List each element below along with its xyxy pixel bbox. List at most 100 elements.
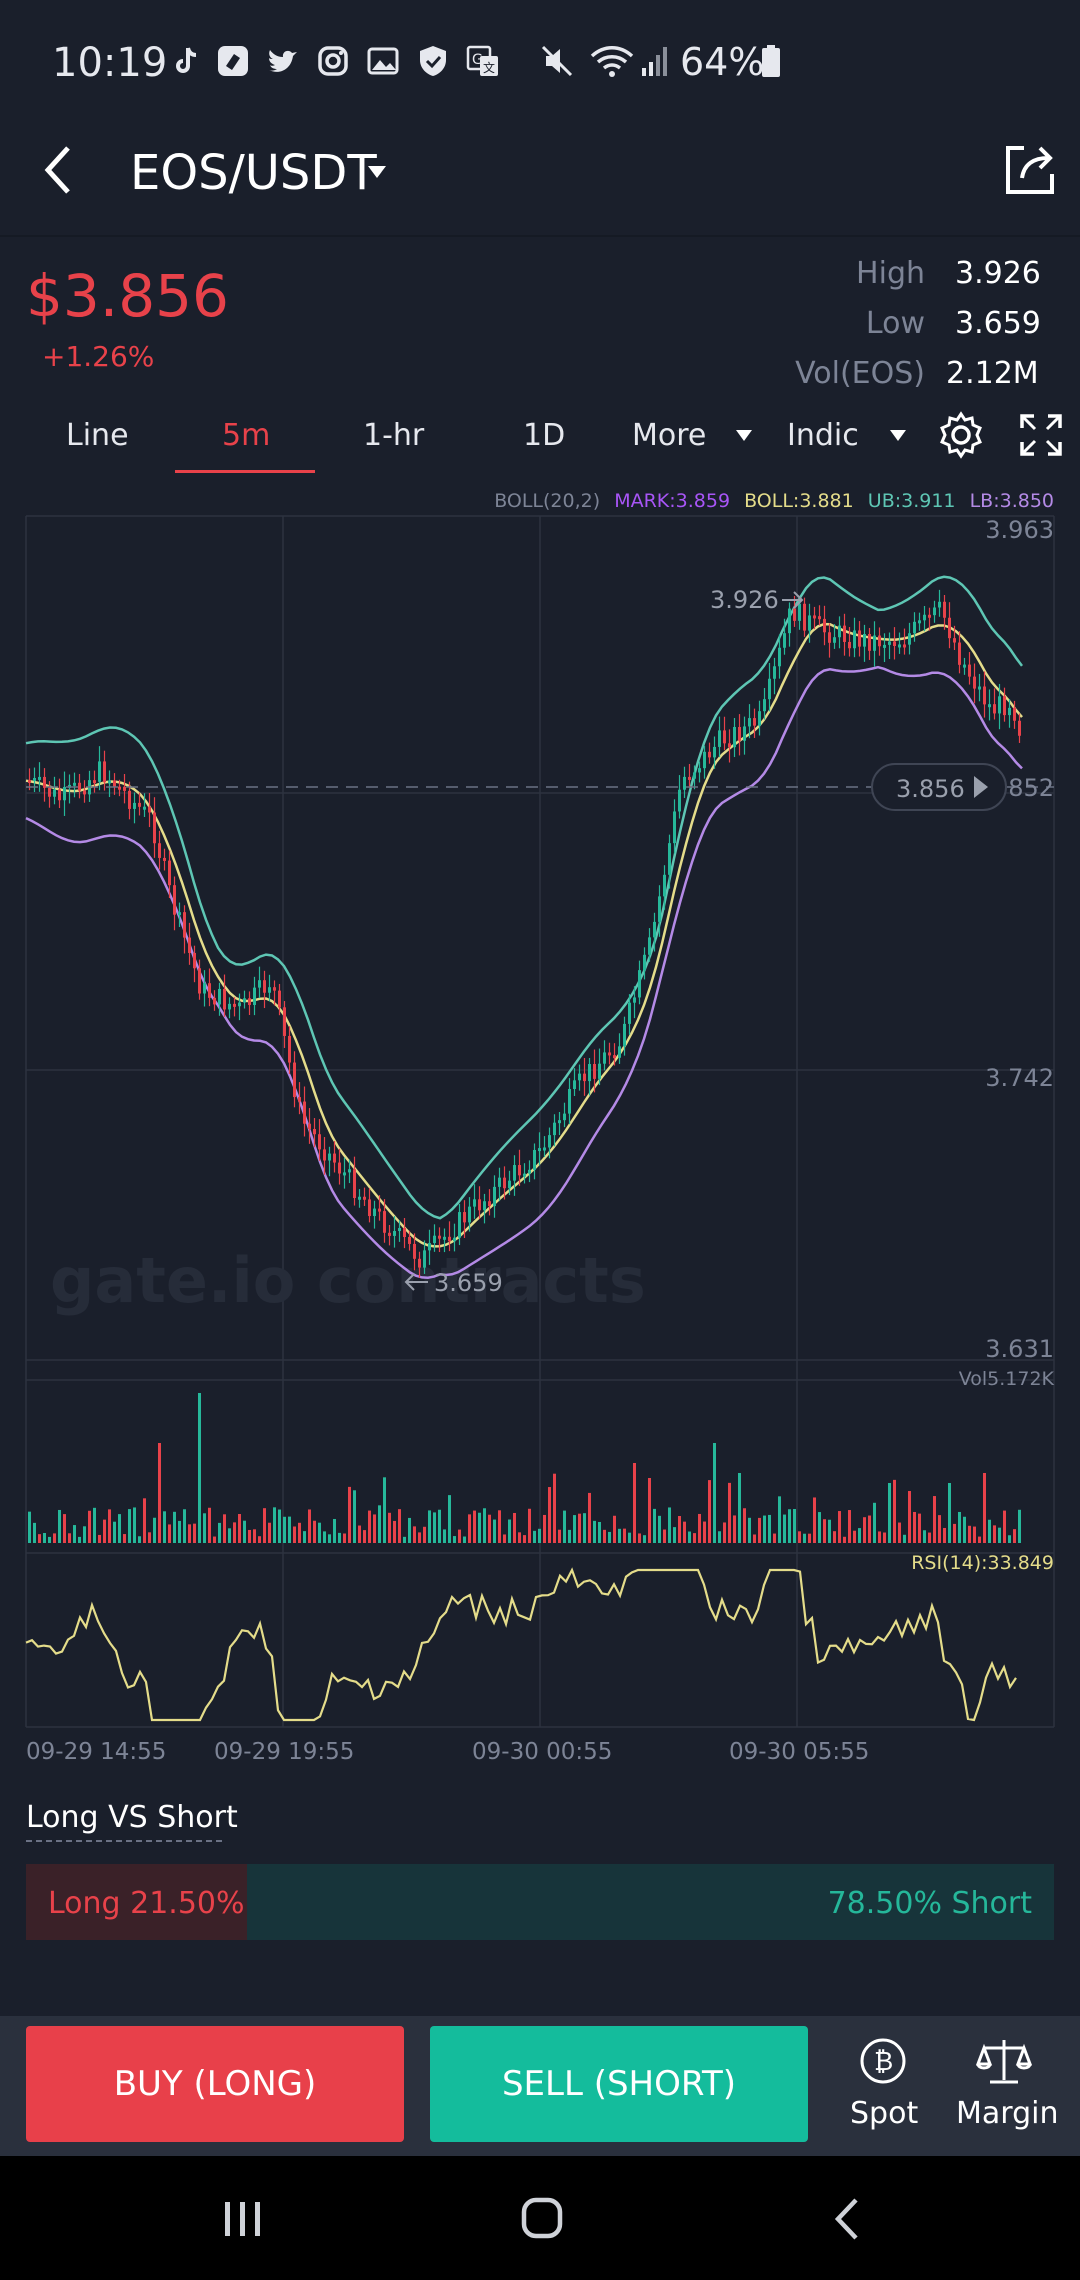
- volume-bar: [478, 1512, 481, 1543]
- gear-icon[interactable]: [936, 410, 986, 460]
- volume-bar: [743, 1508, 746, 1543]
- candle-body: [583, 1073, 586, 1082]
- volume-bar: [513, 1512, 516, 1543]
- candle-body: [258, 980, 261, 988]
- volume-bar: [433, 1512, 436, 1543]
- volume-bar: [103, 1519, 106, 1543]
- volume-bar: [393, 1520, 396, 1543]
- candle-body: [708, 751, 711, 758]
- candle-body: [303, 1101, 306, 1124]
- battery-percent: 64%: [680, 40, 765, 84]
- volume-bar: [533, 1530, 536, 1543]
- balance-scale-icon[interactable]: [976, 2034, 1032, 2088]
- more-dropdown-icon[interactable]: [736, 430, 752, 441]
- candle-body: [293, 1062, 296, 1098]
- candle-body: [518, 1165, 521, 1176]
- candle-body: [133, 802, 136, 809]
- volume-bar: [243, 1520, 246, 1543]
- watermark: gate.io contracts: [50, 1244, 646, 1317]
- back-arrow-icon[interactable]: [38, 140, 78, 200]
- candle-body: [463, 1212, 466, 1223]
- candle-body: [818, 616, 821, 620]
- candle-body: [733, 726, 736, 748]
- volume-bar: [813, 1497, 816, 1543]
- volume-bar: [398, 1509, 401, 1543]
- volume-bar: [363, 1530, 366, 1543]
- volume-bar: [388, 1512, 391, 1543]
- candle-body: [263, 980, 266, 993]
- volume-bar: [53, 1533, 56, 1543]
- tab-more[interactable]: More: [632, 418, 707, 453]
- indic-dropdown-icon[interactable]: [890, 430, 906, 441]
- gallery-icon: [367, 47, 399, 75]
- volume-bar: [873, 1502, 876, 1543]
- candle-body: [638, 970, 641, 998]
- volume-bar: [1018, 1509, 1021, 1543]
- candle-body: [948, 617, 951, 639]
- candle-body: [693, 772, 696, 779]
- candle-body: [273, 987, 276, 991]
- candle-body: [568, 1089, 571, 1114]
- buy-long-button[interactable]: BUY (LONG): [26, 2026, 404, 2142]
- volume-bar: [238, 1513, 241, 1543]
- candle-body: [323, 1149, 326, 1161]
- candle-body: [863, 633, 866, 647]
- tab-5m[interactable]: 5m: [222, 418, 271, 453]
- candle-body: [203, 983, 206, 994]
- pair-selector[interactable]: EOS/USDT: [130, 145, 377, 201]
- candle-body: [413, 1243, 416, 1259]
- volume-bar: [108, 1509, 111, 1543]
- volume-bar: [328, 1534, 331, 1543]
- x-label-2: 09-29 19:55: [214, 1739, 354, 1760]
- tab-1hr[interactable]: 1-hr: [363, 418, 425, 453]
- candle-body: [813, 615, 816, 619]
- volume-bar: [28, 1511, 31, 1543]
- share-icon[interactable]: [1000, 140, 1058, 198]
- y-label-bottom: 3.631: [985, 1335, 1054, 1363]
- candle-body: [448, 1236, 451, 1242]
- margin-button[interactable]: Margin: [956, 2096, 1059, 2131]
- tab-indicators[interactable]: Indic: [787, 418, 859, 453]
- candle-body: [238, 1002, 241, 1007]
- volume-bar: [548, 1487, 551, 1543]
- recent-apps-icon[interactable]: [222, 2200, 264, 2238]
- candle-body: [98, 761, 101, 782]
- candle-body: [128, 790, 131, 809]
- tab-1d[interactable]: 1D: [523, 418, 566, 453]
- spot-button[interactable]: Spot: [850, 2096, 919, 2131]
- candle-body: [188, 937, 191, 953]
- candle-body: [108, 780, 111, 784]
- sell-short-button[interactable]: SELL (SHORT): [430, 2026, 808, 2142]
- long-ratio-fill: [26, 1864, 248, 1940]
- candle-body: [648, 937, 651, 955]
- volume-bar: [888, 1483, 891, 1543]
- home-icon[interactable]: [520, 2196, 564, 2240]
- volume-bar: [313, 1520, 316, 1543]
- volume-bar: [993, 1525, 996, 1543]
- candle-body: [353, 1169, 356, 1199]
- volume-bar: [183, 1509, 186, 1543]
- volume-bar: [913, 1511, 916, 1543]
- bitcoin-icon[interactable]: ₿: [858, 2036, 908, 2086]
- pair-dropdown-icon[interactable]: [368, 166, 386, 178]
- volume-bar: [1013, 1529, 1016, 1543]
- candle-body: [978, 686, 981, 690]
- volume-bar: [958, 1511, 961, 1543]
- volume-bar: [263, 1508, 266, 1543]
- candle-body: [613, 1055, 616, 1059]
- volume-bar: [353, 1490, 356, 1543]
- candle-body: [358, 1196, 361, 1200]
- tab-line[interactable]: Line: [66, 418, 129, 453]
- candle-body: [468, 1206, 471, 1223]
- current-price-pill[interactable]: [871, 763, 1007, 811]
- candle-body: [913, 621, 916, 634]
- long-vs-short-title[interactable]: Long VS Short: [26, 1800, 238, 1835]
- back-nav-icon[interactable]: [828, 2196, 868, 2242]
- volume-bar: [333, 1518, 336, 1543]
- fullscreen-icon[interactable]: [1018, 412, 1064, 458]
- candle-body: [548, 1135, 551, 1148]
- volume-bar: [338, 1532, 341, 1543]
- candlestick-chart[interactable]: BOLL(20,2) MARK:3.859 BOLL:3.881 UB:3.91…: [0, 480, 1080, 1760]
- candle-body: [858, 630, 861, 647]
